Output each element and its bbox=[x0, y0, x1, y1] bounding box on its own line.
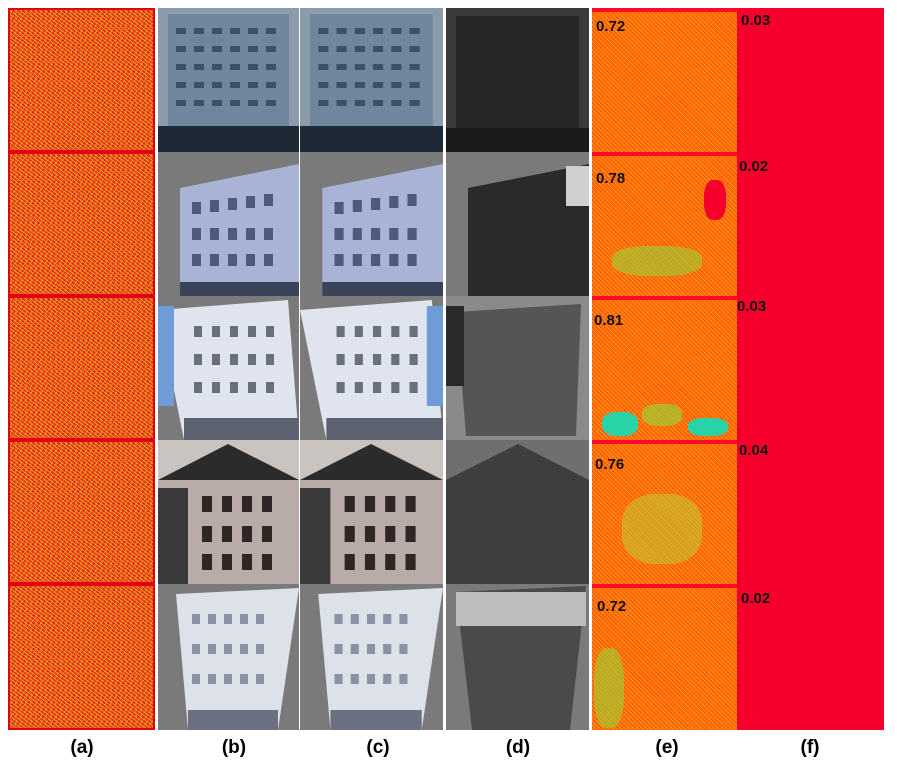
reconstructed-photo-5 bbox=[300, 584, 443, 730]
facade-photo-3 bbox=[158, 296, 299, 440]
heat-map-1: 0.72 bbox=[592, 8, 737, 152]
label-b: (b) bbox=[221, 737, 247, 758]
noise-map-4 bbox=[8, 440, 155, 584]
column-d-grayscale-maps bbox=[446, 8, 589, 730]
reconstructed-photo-3 bbox=[300, 296, 443, 440]
column-f-red-maps: 0.03 0.02 0.03 0.04 0.02 bbox=[737, 8, 884, 730]
label-f: (f) bbox=[800, 737, 820, 758]
grayscale-map-3 bbox=[446, 296, 589, 440]
noise-map-3 bbox=[8, 296, 155, 440]
facade-photo-2 bbox=[158, 152, 299, 296]
label-c: (c) bbox=[366, 737, 390, 758]
heat-blob bbox=[622, 494, 702, 564]
reconstructed-photo-2 bbox=[300, 152, 443, 296]
label-a: (a) bbox=[70, 737, 94, 758]
heat-blob bbox=[602, 412, 638, 436]
column-b-photos bbox=[158, 8, 299, 730]
red-score-5: 0.02 bbox=[741, 590, 771, 607]
heat-map-3: 0.81 bbox=[592, 296, 737, 440]
heat-map-4: 0.76 bbox=[592, 440, 737, 584]
heat-score-3: 0.81 bbox=[594, 312, 624, 329]
label-d: (d) bbox=[505, 737, 531, 758]
heat-map-2: 0.78 bbox=[592, 152, 737, 296]
noise-map-1 bbox=[8, 8, 155, 152]
heat-map-5: 0.72 bbox=[592, 584, 737, 730]
grayscale-map-2 bbox=[446, 152, 589, 296]
label-e: (e) bbox=[655, 737, 679, 758]
grayscale-map-5 bbox=[446, 584, 589, 730]
facade-photo-1 bbox=[158, 8, 299, 152]
noise-map-2 bbox=[8, 152, 155, 296]
heat-score-4: 0.76 bbox=[595, 456, 625, 473]
column-e-heat-maps: 0.72 0.78 0.81 0.76 0.72 bbox=[592, 8, 737, 730]
facade-photo-5 bbox=[158, 584, 299, 730]
heat-blob bbox=[612, 246, 702, 276]
grayscale-map-4 bbox=[446, 440, 589, 584]
red-score-4: 0.04 bbox=[739, 442, 769, 459]
red-score-3: 0.03 bbox=[737, 298, 767, 315]
red-score-2: 0.02 bbox=[739, 158, 769, 175]
heat-score-5: 0.72 bbox=[597, 598, 627, 615]
heat-score-2: 0.78 bbox=[596, 170, 626, 187]
noise-map-5 bbox=[8, 584, 155, 730]
heat-score-1: 0.72 bbox=[596, 18, 626, 35]
grayscale-map-1 bbox=[446, 8, 589, 152]
reconstructed-photo-4 bbox=[300, 440, 443, 584]
column-a-noise-maps bbox=[8, 8, 155, 730]
heat-blob bbox=[704, 180, 726, 220]
facade-photo-4 bbox=[158, 440, 299, 584]
red-score-1: 0.03 bbox=[741, 12, 771, 29]
column-c-photos bbox=[300, 8, 443, 730]
reconstructed-photo-1 bbox=[300, 8, 443, 152]
heat-blob bbox=[594, 648, 624, 728]
heat-blob bbox=[688, 418, 728, 436]
heat-blob bbox=[642, 404, 682, 426]
